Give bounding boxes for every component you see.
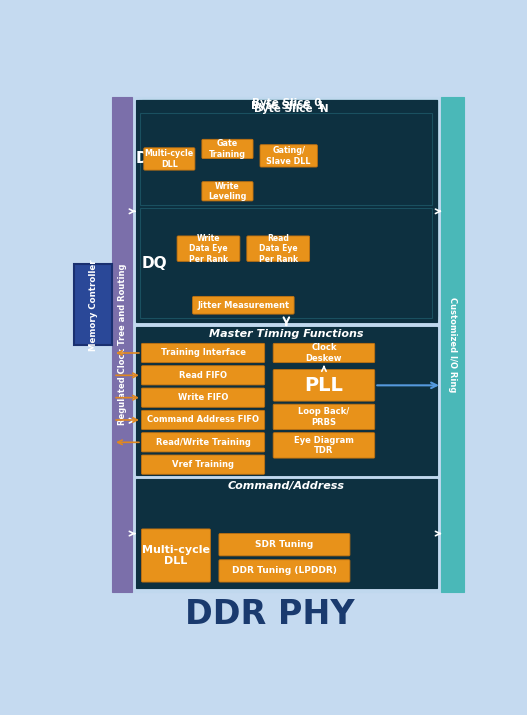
Text: Byte Slice  N: Byte Slice N bbox=[253, 104, 328, 114]
FancyBboxPatch shape bbox=[144, 148, 195, 170]
Text: PLL: PLL bbox=[305, 376, 344, 395]
FancyBboxPatch shape bbox=[141, 529, 210, 582]
Bar bbox=[441, 97, 464, 592]
Bar bbox=[147, 208, 433, 312]
Text: DQS: DQS bbox=[136, 152, 172, 167]
Text: DDR PHY: DDR PHY bbox=[185, 598, 355, 631]
Bar bbox=[132, 97, 441, 592]
FancyBboxPatch shape bbox=[192, 297, 294, 314]
Text: Read
Data Eye
Per Rank: Read Data Eye Per Rank bbox=[259, 234, 298, 264]
FancyBboxPatch shape bbox=[260, 144, 317, 167]
Text: Clock
Deskew: Clock Deskew bbox=[306, 343, 342, 363]
FancyBboxPatch shape bbox=[141, 388, 265, 408]
Text: Byte Slice  1: Byte Slice 1 bbox=[251, 102, 325, 112]
FancyBboxPatch shape bbox=[141, 410, 265, 430]
Text: Multi-cycle
DLL: Multi-cycle DLL bbox=[145, 149, 194, 169]
FancyBboxPatch shape bbox=[273, 370, 375, 401]
Text: Customized I/O Ring: Customized I/O Ring bbox=[448, 297, 457, 393]
Bar bbox=[140, 208, 433, 318]
Bar bbox=[140, 113, 433, 205]
FancyBboxPatch shape bbox=[141, 433, 265, 452]
Bar bbox=[139, 100, 437, 319]
Text: Write
Data Eye
Per Rank: Write Data Eye Per Rank bbox=[189, 234, 228, 264]
Text: Gate
Training: Gate Training bbox=[209, 139, 246, 159]
Text: Jitter Measurement: Jitter Measurement bbox=[197, 301, 289, 310]
Text: Memory Controller: Memory Controller bbox=[89, 259, 97, 350]
Bar bbox=[143, 208, 433, 315]
Text: Multi-cycle
DLL: Multi-cycle DLL bbox=[142, 545, 210, 566]
FancyBboxPatch shape bbox=[202, 139, 253, 159]
Text: Master Timing Functions: Master Timing Functions bbox=[209, 329, 364, 339]
Text: Loop Back/
PRBS: Loop Back/ PRBS bbox=[298, 408, 349, 427]
Text: Byte Slice 0: Byte Slice 0 bbox=[251, 98, 321, 108]
Text: DDR Tuning (LPDDR): DDR Tuning (LPDDR) bbox=[232, 566, 337, 576]
Text: Write
Leveling: Write Leveling bbox=[208, 182, 247, 201]
Text: Regulated Clock Tree and Routing: Regulated Clock Tree and Routing bbox=[118, 264, 126, 425]
FancyBboxPatch shape bbox=[219, 560, 350, 582]
FancyBboxPatch shape bbox=[202, 182, 253, 201]
Text: DQ: DQ bbox=[141, 256, 167, 271]
Text: Read FIFO: Read FIFO bbox=[179, 371, 227, 380]
Bar bbox=[74, 265, 112, 345]
Text: Command Address FIFO: Command Address FIFO bbox=[147, 415, 259, 425]
FancyBboxPatch shape bbox=[273, 404, 375, 430]
FancyBboxPatch shape bbox=[247, 236, 310, 262]
FancyBboxPatch shape bbox=[219, 533, 350, 556]
Text: Command/Address: Command/Address bbox=[228, 481, 345, 491]
FancyBboxPatch shape bbox=[273, 433, 375, 458]
Bar bbox=[135, 100, 437, 322]
Text: Gating/
Slave DLL: Gating/ Slave DLL bbox=[267, 146, 311, 166]
Bar bbox=[142, 100, 437, 316]
Text: Eye Diagram
TDR: Eye Diagram TDR bbox=[294, 435, 354, 455]
Text: Training Interface: Training Interface bbox=[161, 348, 246, 358]
FancyBboxPatch shape bbox=[141, 455, 265, 474]
Text: SDR Tuning: SDR Tuning bbox=[255, 541, 314, 549]
FancyBboxPatch shape bbox=[177, 236, 240, 262]
Text: Write FIFO: Write FIFO bbox=[178, 393, 228, 402]
FancyBboxPatch shape bbox=[141, 365, 265, 385]
FancyBboxPatch shape bbox=[273, 343, 375, 363]
Bar bbox=[135, 479, 437, 588]
Bar bbox=[135, 327, 437, 475]
FancyBboxPatch shape bbox=[141, 343, 265, 363]
Text: Vref Training: Vref Training bbox=[172, 460, 234, 469]
Text: Read/Write Training: Read/Write Training bbox=[155, 438, 250, 447]
Bar bbox=[112, 97, 132, 592]
